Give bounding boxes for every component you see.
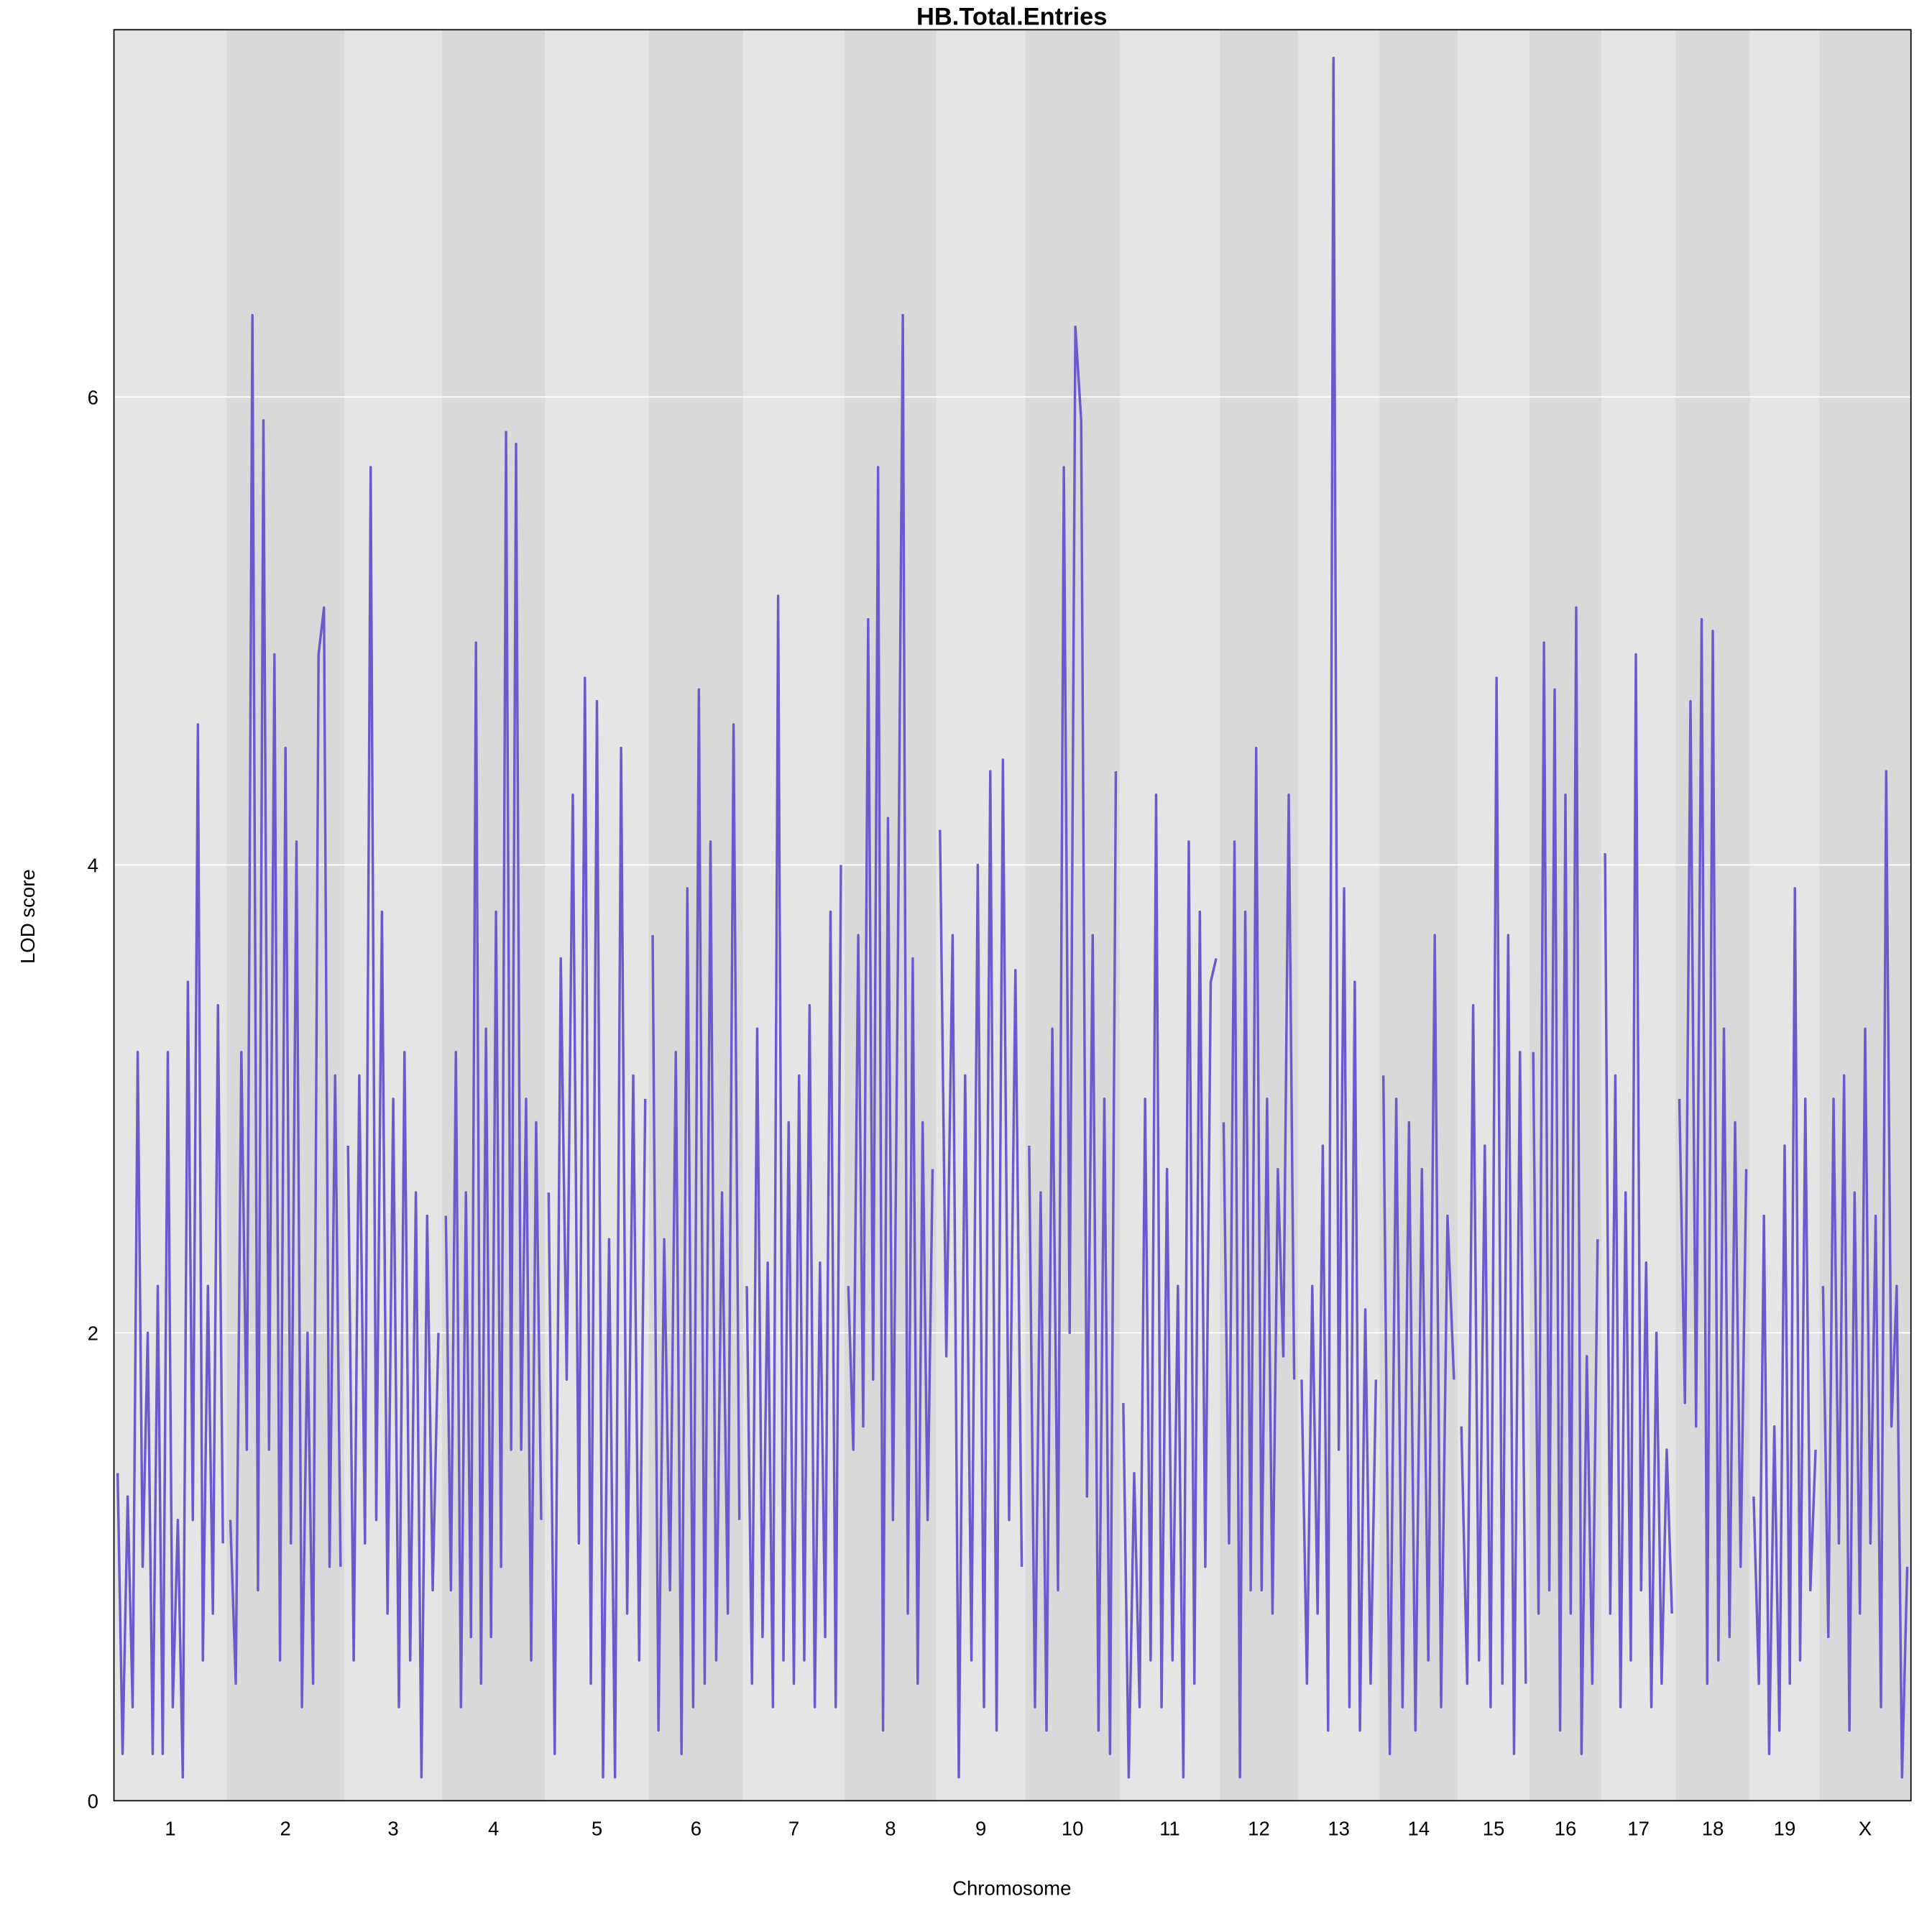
chart-title: HB.Total.Entries [916,3,1107,30]
chromosome-band-17 [1601,29,1677,1801]
x-tick-label: 16 [1555,1818,1577,1840]
lod-line-chr3 [346,466,440,1779]
chromosome-band-X [1819,29,1912,1801]
x-tick-label: 1 [165,1818,175,1840]
lod-line-chr14 [1381,934,1455,1755]
lod-line-chr6 [651,688,741,1755]
x-tick-label: 3 [387,1818,398,1840]
x-tick-label: 6 [691,1818,702,1840]
x-tick-label: X [1859,1818,1872,1840]
x-axis-label: Chromosome [952,1877,1071,1899]
lod-line-chr16 [1532,606,1599,1755]
lod-line-chr11 [1122,793,1218,1779]
lod-line-chr18 [1678,617,1748,1685]
x-tick-label: 14 [1407,1818,1430,1840]
lod-line-chr15 [1460,676,1527,1755]
chromosome-band-8 [845,29,937,1801]
lod-line-chr2 [229,313,342,1708]
x-tick-label: 18 [1702,1818,1724,1840]
y-tick-label: 6 [88,387,98,409]
x-tick-label: 10 [1062,1818,1084,1840]
lod-line-chr4 [444,431,543,1708]
x-axis-ticks: 1 2 3 4 5 6 7 8 9 10 11 12 13 14 15 16 17 18 19 X [165,1818,1872,1840]
y-tick-label: 2 [88,1322,98,1345]
x-tick-label: 11 [1159,1818,1180,1840]
lod-line-chr19 [1752,887,1817,1755]
lod-line-chrX [1821,770,1909,1779]
lod-line-chr9 [939,758,1024,1779]
lod-trace [116,56,1909,1779]
chromosome-band-3 [344,29,443,1801]
x-tick-label: 8 [885,1818,896,1840]
lod-line-chr8 [847,313,934,1732]
lod-line-chr13 [1300,56,1378,1732]
lod-line-chr12 [1222,746,1296,1779]
lod-line-chr1 [116,723,224,1779]
x-tick-label: 5 [592,1818,602,1840]
chromosome-band-9 [936,29,1026,1801]
y-tick-label: 4 [88,855,98,877]
x-tick-label: 9 [975,1818,986,1840]
x-tick-label: 19 [1774,1818,1796,1840]
x-tick-label: 2 [280,1818,291,1840]
chromosome-band-13 [1297,29,1381,1801]
lod-line-chr5 [547,676,647,1779]
y-axis-label: LOD score [17,869,39,964]
lod-line-chr10 [1028,325,1118,1755]
x-tick-label: 4 [488,1818,499,1840]
x-tick-label: 15 [1483,1818,1505,1840]
lod-line-chr7 [745,594,842,1708]
x-tick-label: 13 [1328,1818,1350,1840]
x-tick-label: 12 [1248,1818,1270,1840]
x-tick-label: 7 [788,1818,799,1840]
lod-line-chr17 [1604,653,1673,1708]
x-tick-label: 17 [1627,1818,1650,1840]
y-axis-ticks: 0 2 4 6 [88,387,98,1813]
y-tick-label: 0 [88,1790,98,1813]
plot-frame [113,29,1912,1802]
